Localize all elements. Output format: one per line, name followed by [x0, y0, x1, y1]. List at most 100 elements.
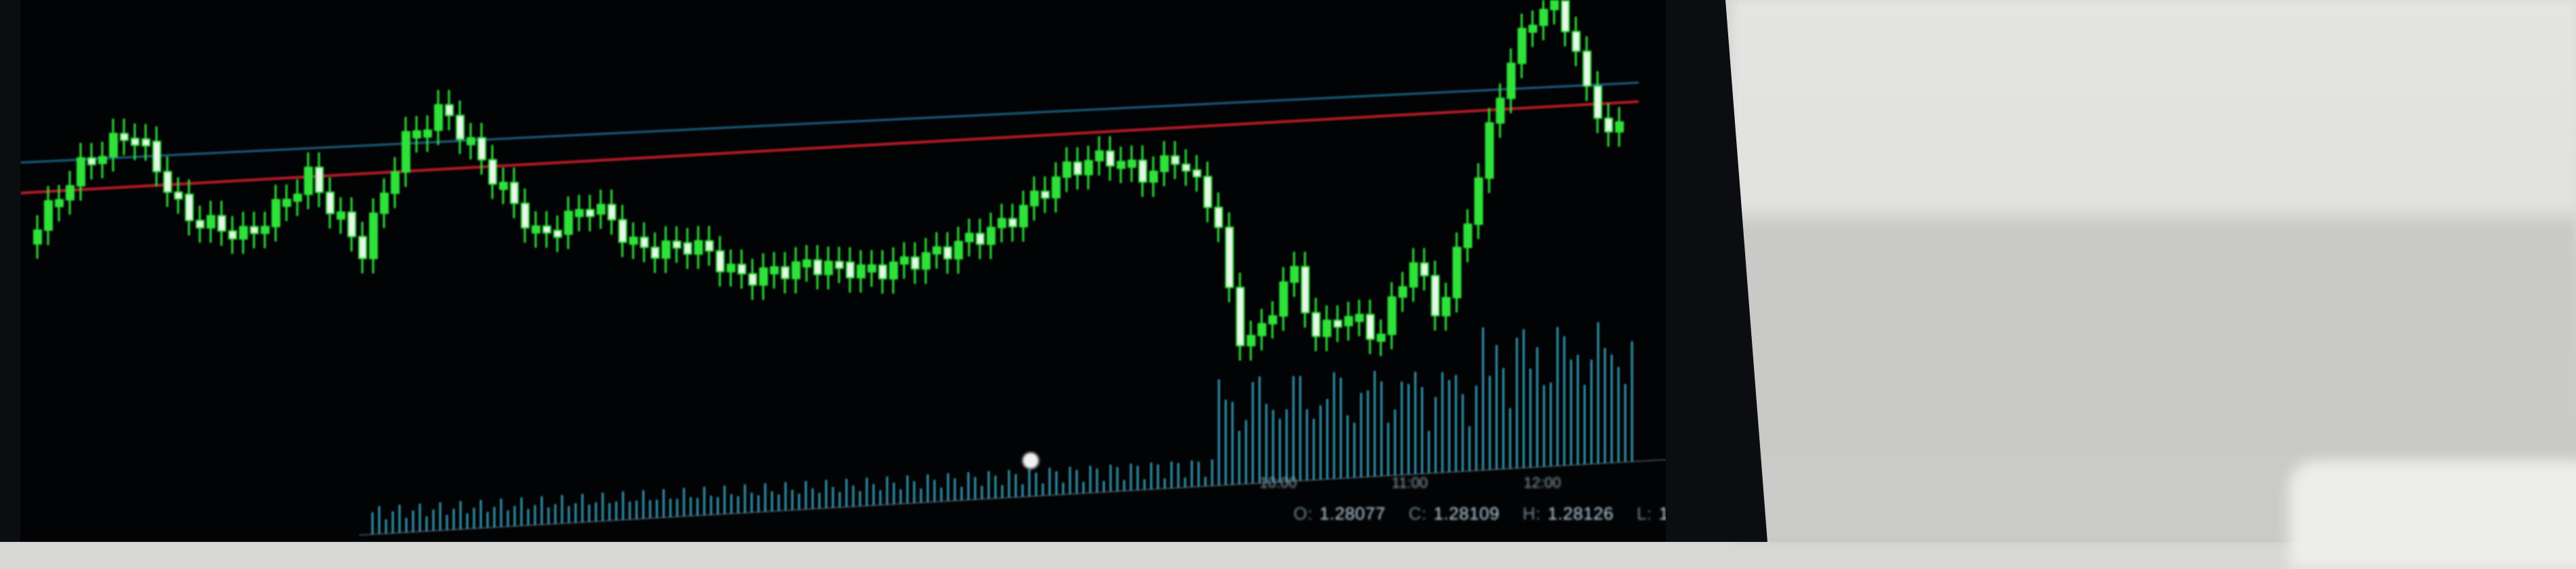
candle-body — [641, 237, 648, 247]
candle-body — [142, 139, 150, 146]
blurred-desk-edge — [2289, 461, 2576, 569]
candle-body — [846, 262, 854, 278]
candle-body — [1453, 247, 1461, 297]
candle-body — [153, 142, 160, 172]
candle-body — [1616, 122, 1623, 132]
candle-body — [1226, 228, 1233, 288]
candle-body — [1258, 324, 1266, 335]
candle-body — [1096, 151, 1103, 161]
candle-body — [879, 265, 886, 278]
candle-body — [1085, 161, 1092, 175]
candle-body — [944, 247, 951, 259]
laptop-bezel: 10:00 11:00 12:00 O: 1.28077 C: 1.28109 H:… — [0, 0, 1767, 542]
price-info-bar: O:1.28077 C:1.28109 H:1.28126 L:1.2 — [1293, 493, 1666, 534]
candle-body — [1421, 263, 1428, 276]
low-price: L:1.2 — [1637, 503, 1666, 524]
candle-body — [781, 267, 789, 278]
candle-body — [370, 213, 377, 259]
candle-body — [1529, 25, 1537, 32]
candle-body — [565, 211, 572, 234]
candle-body — [771, 267, 778, 274]
candle-body — [1107, 151, 1114, 166]
candle-body — [316, 167, 323, 192]
candle-body — [792, 262, 800, 278]
candle-body — [305, 167, 312, 194]
candle-body — [684, 243, 691, 255]
time-axis-label: 11:00 — [1392, 474, 1427, 492]
close-price: C: 1.28109 — [1409, 503, 1499, 524]
candle-body — [1237, 287, 1244, 345]
candle-body — [1074, 162, 1081, 174]
candle-body — [814, 260, 821, 274]
candle-body — [922, 253, 930, 269]
candle-body — [1182, 164, 1190, 171]
candle-body — [413, 131, 421, 138]
candle-body — [326, 192, 334, 213]
candle-body — [1356, 314, 1363, 321]
candle-body — [186, 194, 193, 221]
candle-body — [359, 236, 366, 258]
candle-body — [1594, 86, 1602, 119]
candle-body — [1280, 282, 1287, 316]
candle-body — [110, 133, 117, 156]
candle-body — [1605, 119, 1612, 132]
candle-body — [229, 231, 236, 239]
candle-body — [836, 261, 843, 268]
candle-body — [825, 261, 832, 274]
candle-body — [857, 265, 865, 278]
candle-body — [1052, 177, 1060, 197]
resistance-line — [20, 102, 1639, 193]
candle-body — [630, 237, 637, 244]
candle-body — [66, 186, 74, 200]
candle-body — [218, 215, 226, 231]
candle-body — [1334, 320, 1341, 327]
candle-body — [207, 215, 215, 228]
candle-body — [272, 200, 280, 227]
candle-body — [240, 227, 247, 239]
candle-body — [868, 265, 876, 272]
candle-body — [261, 226, 269, 233]
candle-body — [521, 203, 529, 228]
candle-body — [727, 264, 735, 272]
candle-body — [435, 105, 442, 130]
candle-body — [1399, 287, 1407, 297]
candle-body — [1583, 51, 1591, 86]
candle-body — [901, 257, 908, 264]
candle-body — [1572, 32, 1580, 51]
candle-body — [998, 219, 1006, 228]
candle-body — [1020, 206, 1027, 227]
candle-body — [45, 201, 52, 230]
candle-body — [597, 205, 605, 214]
candle-body — [1464, 224, 1472, 247]
candle-body — [1377, 335, 1385, 341]
candle-body — [381, 193, 388, 213]
candle-body — [391, 172, 399, 193]
high-price: H: 1.28126 — [1522, 503, 1613, 524]
candle-body — [749, 274, 756, 285]
time-axis-label: 10:00 — [1260, 474, 1297, 492]
candle-body — [283, 199, 291, 206]
candle-body — [1117, 161, 1125, 168]
candle-body — [1345, 316, 1352, 325]
candle-body — [175, 192, 182, 199]
candle-body — [1562, 1, 1569, 32]
candle-body — [1475, 178, 1482, 224]
candle-body — [1150, 171, 1157, 182]
candle-body — [500, 182, 507, 189]
candle-body — [99, 156, 106, 163]
candle-body — [489, 160, 496, 184]
candle-body — [933, 247, 941, 254]
candle-body — [1518, 28, 1526, 63]
candle-body — [1551, 1, 1558, 9]
candle-body — [1507, 64, 1515, 99]
trading-chart-screen: 10:00 11:00 12:00 O: 1.28077 C: 1.28109 H:… — [20, 0, 1666, 542]
candle-body — [1139, 161, 1146, 182]
cursor-icon — [1023, 452, 1039, 469]
candle-body — [911, 257, 919, 269]
candle-body — [662, 241, 670, 258]
candle-body — [478, 138, 486, 159]
candle-body — [131, 138, 139, 145]
candle-body — [196, 221, 204, 228]
candle-body — [760, 268, 767, 285]
candle-body — [619, 219, 626, 242]
